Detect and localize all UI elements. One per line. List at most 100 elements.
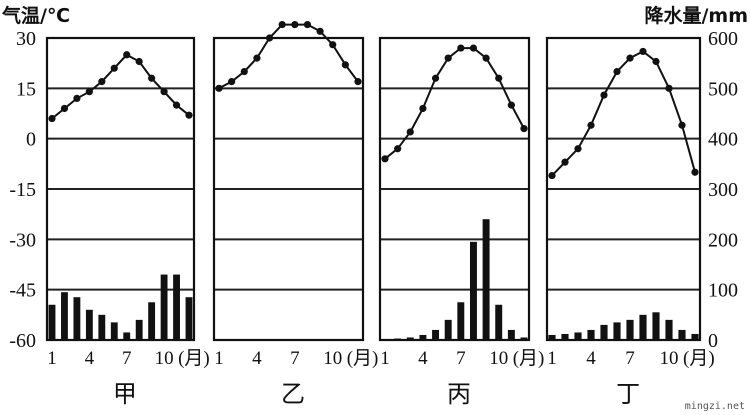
left-tick-label: 15 <box>16 78 36 100</box>
temperature-point <box>678 121 686 129</box>
precipitation-bar <box>469 241 477 340</box>
x-tick-label: 1 <box>380 348 390 369</box>
precipitation-bar <box>98 314 106 340</box>
temperature-point <box>85 88 93 96</box>
temperature-point <box>406 128 414 136</box>
x-tick-label: 10 <box>323 348 342 369</box>
right-tick-label: 600 <box>708 28 738 50</box>
precipitation-bar <box>341 338 349 340</box>
precipitation-bar <box>135 319 143 340</box>
precipitation-bar <box>495 304 503 340</box>
precipitation-bar <box>160 274 168 340</box>
precipitation-bar <box>253 338 261 340</box>
temperature-point <box>123 51 131 59</box>
panel-frame <box>545 36 702 342</box>
station-name: 丁 <box>616 380 640 408</box>
precipitation-bar <box>520 337 528 340</box>
x-tick-label: 1 <box>47 348 57 369</box>
left-tick-label: -45 <box>9 280 36 302</box>
x-tick-label: 10 <box>489 348 508 369</box>
x-tick-label: 1 <box>547 348 557 369</box>
temperature-point <box>98 78 106 86</box>
precipitation-bar <box>600 324 608 340</box>
right-tick-label: 100 <box>708 280 738 302</box>
watermark: mingzi.net <box>685 401 745 412</box>
temperature-point <box>652 57 660 66</box>
temperature-point <box>520 125 528 133</box>
x-tick-label: 4 <box>418 348 428 369</box>
temperature-point <box>73 94 81 102</box>
temperature-point <box>228 78 236 86</box>
x-tick-label: 7 <box>456 348 466 369</box>
temperature-point <box>394 145 402 153</box>
right-tick-label: 300 <box>708 179 738 201</box>
temperature-point <box>48 114 56 123</box>
panel-4: 1 4 7 10 (月) 丁 <box>545 36 715 408</box>
temperature-point <box>469 44 478 52</box>
precipitation-bar <box>394 338 402 340</box>
temperature-point <box>574 145 582 153</box>
right-tick-label: 500 <box>708 78 738 100</box>
precipitation-bar <box>61 292 68 340</box>
temperature-point <box>691 168 699 176</box>
temperature-point <box>613 67 621 76</box>
left-axis-ticks: 30 15 0 -15 -30 -45 -60 <box>9 28 36 352</box>
precipitation-bar <box>123 332 131 340</box>
temperature-point <box>626 54 634 62</box>
panel-frame <box>45 36 196 342</box>
precipitation-bar <box>110 322 118 340</box>
precipitation-bar <box>85 309 93 340</box>
temperature-point <box>265 34 274 42</box>
temperature-point <box>341 61 349 69</box>
temperature-point <box>148 74 156 82</box>
precipitation-bar <box>381 338 389 340</box>
panel-3: 1 4 7 10 (月) 丙 <box>378 36 545 408</box>
precipitation-bar <box>561 333 569 340</box>
temperature-point <box>240 67 248 76</box>
temperature-point <box>303 20 312 29</box>
right-axis-label: 降水量/mm <box>644 4 748 27</box>
precipitation-bar <box>507 329 515 340</box>
x-tick-label: 7 <box>625 348 635 369</box>
station-name: 甲 <box>113 380 137 408</box>
right-axis-ticks: 600 500 400 300 200 100 0 <box>708 28 738 352</box>
temperature-point <box>160 88 168 96</box>
temperature-point <box>457 44 465 52</box>
x-tick-label: 4 <box>586 348 596 369</box>
temperature-point <box>419 104 427 113</box>
precipitation-bar <box>587 329 595 340</box>
temperature-point <box>215 84 223 92</box>
temperature-line <box>384 47 525 160</box>
temperature-point <box>172 101 181 109</box>
x-tick-label: (月) <box>513 348 545 369</box>
temperature-point <box>587 121 595 129</box>
left-tick-label: -30 <box>9 229 36 251</box>
temperature-line <box>551 50 696 177</box>
left-tick-label: -60 <box>9 330 36 352</box>
temperature-point <box>665 84 673 92</box>
right-tick-label: 0 <box>708 330 718 352</box>
precipitation-bar <box>432 329 440 340</box>
x-tick-label: 7 <box>290 348 300 369</box>
precipitation-bar <box>626 319 634 340</box>
x-tick-label: (月) <box>178 348 210 369</box>
precipitation-bar <box>419 334 427 340</box>
temperature-point <box>316 27 324 35</box>
right-tick-label: 200 <box>708 229 738 251</box>
x-tick-label: 4 <box>252 348 262 369</box>
temperature-point <box>185 111 193 119</box>
left-axis-label: 气温/℃ <box>1 4 70 27</box>
temperature-point <box>561 158 569 166</box>
panel-1: 1 4 7 10 (月) 甲 <box>45 36 210 408</box>
temperature-point <box>639 47 647 56</box>
temperature-point <box>60 104 69 113</box>
temperature-point <box>548 171 556 180</box>
precipitation-bar <box>574 332 582 340</box>
temperature-point <box>381 155 389 163</box>
temperature-point <box>444 54 452 62</box>
precipitation-bar <box>406 337 414 340</box>
left-tick-label: -15 <box>9 179 36 201</box>
temperature-point <box>354 78 362 86</box>
temperature-point <box>495 74 503 82</box>
